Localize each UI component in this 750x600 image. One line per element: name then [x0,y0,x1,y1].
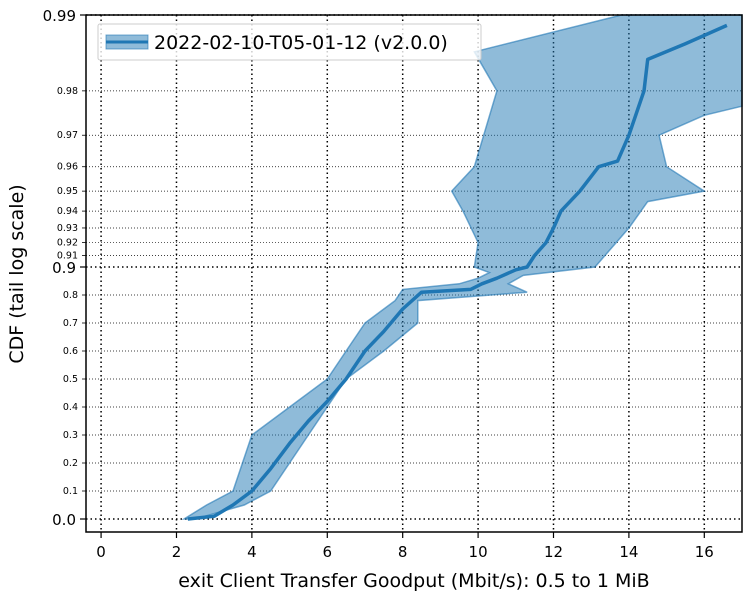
y-major-tick-label: 0.0 [52,511,76,529]
x-axis-title: exit Client Transfer Goodput (Mbit/s): 0… [178,570,649,592]
y-minor-tick-label: 0.91 [57,250,78,261]
y-minor-tick-label: 0.6 [63,346,78,357]
y-minor-tick-label: 0.92 [57,238,78,249]
confidence-band [181,14,743,520]
x-axis-ticks: 0 2 4 6 8 10 12 14 16 [96,532,714,561]
y-minor-tick-label: 0.8 [63,290,78,301]
x-tick-label: 8 [398,543,408,561]
x-tick-label: 4 [247,543,257,561]
x-tick-label: 10 [469,543,488,561]
legend-box [97,23,482,61]
x-tick-label: 16 [695,543,714,561]
y-minor-tick-label: 0.93 [57,223,78,234]
y-major-tick-label: 0.9 [52,259,76,277]
median-cdf-line [187,23,728,521]
y-minor-tick-label: 0.95 [57,186,78,197]
y-minor-tick-label: 0.98 [57,86,78,97]
y-minor-tick-label: 0.97 [57,130,78,141]
x-tick-label: 12 [544,543,563,561]
y-axis-title: CDF (tail log scale) [6,184,28,363]
legend: 2022-02-10-T05-01-12 (v2.0.0) [97,23,482,61]
x-tick-label: 14 [619,543,638,561]
y-minor-tick-label: 0.96 [57,162,78,173]
confidence-band-area [181,14,743,520]
y-minor-tick-label: 0.5 [63,374,78,385]
x-tick-label: 6 [323,543,333,561]
y-minor-tick-label: 0.7 [63,318,78,329]
y-minor-tick-label: 0.94 [57,206,78,217]
y-minor-tick-label: 0.4 [63,402,78,413]
y-minor-tick-label: 0.3 [63,430,78,441]
x-tick-label: 0 [96,543,106,561]
plot-frame [85,14,743,533]
legend-label: 2022-02-10-T05-01-12 (v2.0.0) [154,32,448,54]
x-tick-label: 2 [172,543,182,561]
y-minor-tick-label: 0.1 [63,486,78,497]
y-minor-tick-label: 0.2 [63,458,78,469]
y-major-tick-label: 0.99 [43,7,76,25]
y-axis-ticks: 0.1 0.2 0.3 0.4 0.5 0.6 0.7 0.8 0.910.92 0.93 0.94… [43,7,86,529]
median-line [187,23,728,521]
